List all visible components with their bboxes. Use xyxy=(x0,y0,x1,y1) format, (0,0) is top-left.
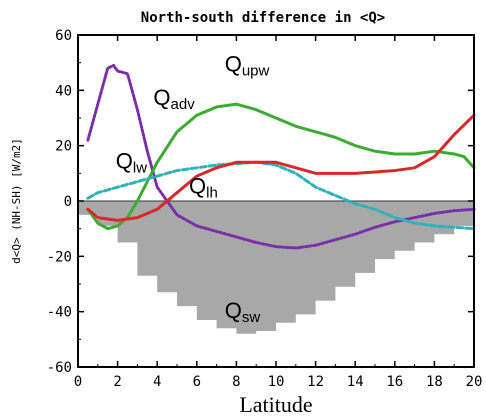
qupw-line xyxy=(86,63,476,250)
qsw-area xyxy=(78,201,474,334)
y-tick-label: 60 xyxy=(55,28,72,44)
qlw-label: Qlw xyxy=(116,149,147,177)
y-tick-label: 40 xyxy=(55,83,72,99)
y-axis-label: d<Q> (NH-SH) [W/m2] xyxy=(10,138,23,264)
x-axis-label: Latitude xyxy=(239,392,312,416)
x-tick-label: 4 xyxy=(153,374,161,390)
plot-area xyxy=(77,34,476,368)
area-layer xyxy=(78,201,474,334)
y-tick-label: 20 xyxy=(55,139,72,155)
y-tick-label: -20 xyxy=(47,249,72,265)
qlh-line xyxy=(86,113,476,222)
series-labels: Qupw Qadv Qlw Qlh Qsw xyxy=(116,52,270,326)
chart-title: North-south difference in <Q> xyxy=(141,10,385,26)
qlw-line xyxy=(86,160,476,231)
x-tick-label: 10 xyxy=(268,374,285,390)
y-tick-label: 0 xyxy=(64,194,72,210)
qupw-label: Qupw xyxy=(225,52,270,80)
y-axis: -60 -40 -20 0 20 40 60 xyxy=(47,28,474,376)
x-tick-label: 14 xyxy=(347,374,364,390)
x-tick-label: 16 xyxy=(386,374,403,390)
qsw-label: Qsw xyxy=(225,298,261,326)
qadv-label: Qadv xyxy=(153,85,195,113)
x-tick-label: 20 xyxy=(466,374,483,390)
x-tick-label: 2 xyxy=(113,374,121,390)
x-tick-label: 6 xyxy=(193,374,201,390)
qlh-label: Qlh xyxy=(189,173,218,201)
x-tick-label: 0 xyxy=(74,374,82,390)
x-tick-label: 18 xyxy=(426,374,443,390)
x-tick-label: 8 xyxy=(232,374,240,390)
x-axis: 0 2 4 6 8 10 12 14 16 18 20 xyxy=(74,35,483,390)
series-layer xyxy=(86,63,476,250)
x-tick-label: 12 xyxy=(307,374,324,390)
y-tick-label: -40 xyxy=(47,305,72,321)
y-tick-label: -60 xyxy=(47,360,72,376)
